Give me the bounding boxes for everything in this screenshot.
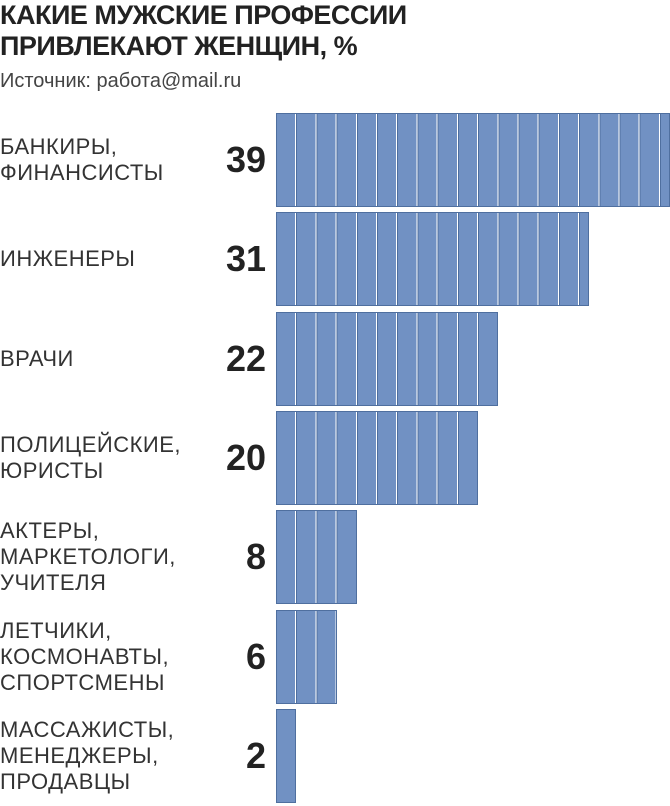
value-label: 8 xyxy=(245,536,266,578)
value-label: 2 xyxy=(245,734,266,776)
chart-title: КАКИЕ МУЖСКИЕ ПРОФЕССИИ ПРИВЛЕКАЮТ ЖЕНЩИ… xyxy=(0,0,407,61)
category-label: ИНЖЕНЕРЫ xyxy=(0,246,136,272)
bar xyxy=(276,113,670,207)
category-label: МАССАЖИСТЫ, МЕНЕДЖЕРЫ, ПРОДАВЦЫ xyxy=(0,716,175,794)
value-label: 31 xyxy=(225,238,266,280)
bar xyxy=(276,708,297,803)
category-label: ПОЛИЦЕЙСКИЕ, ЮРИСТЫ xyxy=(0,431,181,483)
value-label: 20 xyxy=(225,436,266,478)
value-label: 6 xyxy=(245,635,266,677)
category-label: ЛЕТЧИКИ, КОСМОНАВТЫ, СПОРТСМЕНЫ xyxy=(0,617,170,695)
bar xyxy=(276,510,357,605)
bar xyxy=(276,311,499,406)
bar xyxy=(276,609,337,704)
category-label: АКТЕРЫ, МАРКЕТОЛОГИ, УЧИТЕЛЯ xyxy=(0,518,176,596)
value-label: 39 xyxy=(225,139,266,180)
bar xyxy=(276,212,590,307)
bar xyxy=(276,410,479,505)
category-label: ВРАЧИ xyxy=(0,345,74,371)
value-label: 22 xyxy=(225,337,266,379)
chart-subtitle: Источник: работа@mail.ru xyxy=(0,70,242,92)
category-label: БАНКИРЫ, ФИНАНСИСТЫ xyxy=(0,134,164,185)
